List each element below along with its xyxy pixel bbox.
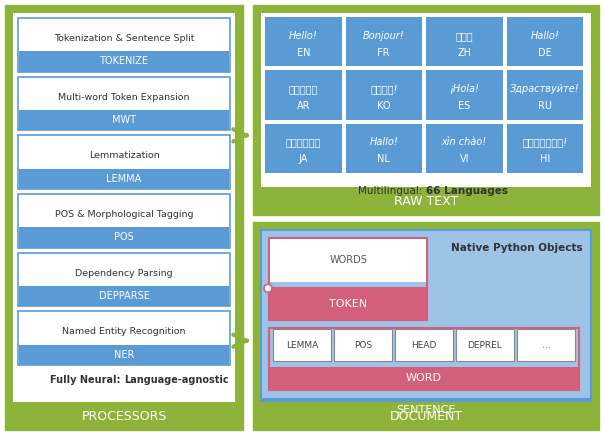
Bar bbox=[253, 222, 599, 430]
Text: Tokenization & Sentence Split: Tokenization & Sentence Split bbox=[54, 34, 194, 43]
Text: مرحبا: مرحبا bbox=[289, 84, 318, 94]
Bar bbox=[507, 124, 583, 173]
Text: ...: ... bbox=[542, 341, 550, 350]
Bar bbox=[517, 329, 575, 361]
Bar bbox=[507, 17, 583, 66]
Text: Bonjour!: Bonjour! bbox=[363, 31, 405, 41]
Text: AR: AR bbox=[297, 101, 310, 111]
Text: NL: NL bbox=[378, 154, 390, 164]
Bar bbox=[19, 51, 229, 72]
Bar bbox=[395, 329, 453, 361]
Bar bbox=[18, 18, 230, 72]
Text: Hello!: Hello! bbox=[289, 31, 318, 41]
Text: LEMMA: LEMMA bbox=[286, 341, 318, 350]
Text: POS: POS bbox=[354, 341, 372, 350]
Text: LEMMA: LEMMA bbox=[106, 174, 141, 184]
Text: Lemmatization: Lemmatization bbox=[89, 151, 159, 160]
Bar bbox=[19, 110, 229, 130]
Text: EN: EN bbox=[297, 48, 310, 58]
Text: Fully Neural:: Fully Neural: bbox=[50, 375, 124, 385]
Text: xìn chào!: xìn chào! bbox=[442, 137, 487, 147]
Text: DEPPARSE: DEPPARSE bbox=[98, 291, 149, 301]
Bar bbox=[253, 187, 599, 215]
Text: WORD: WORD bbox=[406, 373, 442, 383]
Bar bbox=[345, 124, 422, 173]
Text: TOKEN: TOKEN bbox=[329, 299, 367, 309]
Bar bbox=[19, 169, 229, 189]
Text: Language-agnostic: Language-agnostic bbox=[124, 375, 229, 385]
Bar bbox=[507, 70, 583, 119]
Text: POS & Morphological Tagging: POS & Morphological Tagging bbox=[55, 210, 193, 219]
Bar bbox=[18, 135, 230, 189]
Circle shape bbox=[264, 284, 272, 292]
Bar bbox=[265, 17, 341, 66]
Bar bbox=[270, 367, 578, 390]
Text: DEPREL: DEPREL bbox=[467, 341, 503, 350]
Bar bbox=[18, 77, 230, 130]
Bar bbox=[253, 402, 599, 430]
Text: 66 Languages: 66 Languages bbox=[426, 186, 508, 196]
Text: JA: JA bbox=[298, 154, 308, 164]
Text: DE: DE bbox=[538, 48, 551, 58]
Bar bbox=[13, 13, 235, 422]
Text: PROCESSORS: PROCESSORS bbox=[82, 409, 167, 422]
Text: MWT: MWT bbox=[112, 115, 136, 125]
Text: Hallo!: Hallo! bbox=[530, 31, 559, 41]
Text: Multilingual:: Multilingual: bbox=[358, 186, 426, 196]
Text: Named Entity Recognition: Named Entity Recognition bbox=[62, 327, 186, 336]
Bar bbox=[334, 329, 392, 361]
Bar bbox=[18, 253, 230, 307]
Text: DOCUMENT: DOCUMENT bbox=[390, 409, 463, 422]
Bar bbox=[19, 344, 229, 365]
Text: POS: POS bbox=[114, 232, 134, 242]
Bar bbox=[270, 239, 426, 282]
Bar bbox=[261, 398, 591, 422]
Text: KO: KO bbox=[377, 101, 391, 111]
Text: 여보세요!: 여보세요! bbox=[370, 84, 397, 94]
Text: नमस्कार!: नमस्कार! bbox=[522, 137, 567, 147]
Text: Hallo!: Hallo! bbox=[370, 137, 398, 147]
Text: NER: NER bbox=[114, 350, 134, 360]
Bar bbox=[253, 5, 599, 215]
Bar bbox=[269, 238, 428, 320]
Text: ¡Hola!: ¡Hola! bbox=[449, 84, 479, 94]
Text: HI: HI bbox=[539, 154, 550, 164]
Bar bbox=[426, 70, 503, 119]
Text: Native Python Objects: Native Python Objects bbox=[451, 243, 583, 253]
Bar bbox=[18, 311, 230, 365]
Bar bbox=[426, 124, 503, 173]
Bar bbox=[270, 287, 426, 320]
Text: VI: VI bbox=[460, 154, 469, 164]
Bar bbox=[426, 17, 503, 66]
Bar bbox=[265, 124, 341, 173]
Text: WORDS: WORDS bbox=[329, 255, 367, 266]
Bar bbox=[19, 286, 229, 307]
Text: Dependency Parsing: Dependency Parsing bbox=[75, 269, 173, 278]
Text: SENTENCE: SENTENCE bbox=[396, 405, 455, 415]
Bar bbox=[18, 194, 230, 248]
Bar bbox=[265, 70, 341, 119]
Text: RU: RU bbox=[538, 101, 551, 111]
Text: RAW TEXT: RAW TEXT bbox=[394, 194, 458, 208]
Text: Multi-word Token Expansion: Multi-word Token Expansion bbox=[58, 92, 190, 102]
Text: HEAD: HEAD bbox=[411, 341, 437, 350]
Bar bbox=[261, 230, 591, 422]
Text: ES: ES bbox=[458, 101, 471, 111]
Bar bbox=[273, 329, 331, 361]
Bar bbox=[345, 17, 422, 66]
Text: 你好！: 你好！ bbox=[455, 31, 473, 41]
Bar bbox=[261, 13, 591, 207]
Text: FR: FR bbox=[378, 48, 390, 58]
Text: ZH: ZH bbox=[457, 48, 471, 58]
Text: こんにちは！: こんにちは！ bbox=[286, 137, 321, 147]
Bar bbox=[345, 70, 422, 119]
Bar bbox=[456, 329, 514, 361]
Text: Здраствуйте!: Здраствуйте! bbox=[510, 84, 580, 94]
Bar bbox=[269, 328, 579, 390]
Bar bbox=[19, 227, 229, 248]
Text: TOKENIZE: TOKENIZE bbox=[100, 57, 149, 66]
Bar bbox=[5, 402, 243, 430]
Bar bbox=[5, 5, 243, 430]
